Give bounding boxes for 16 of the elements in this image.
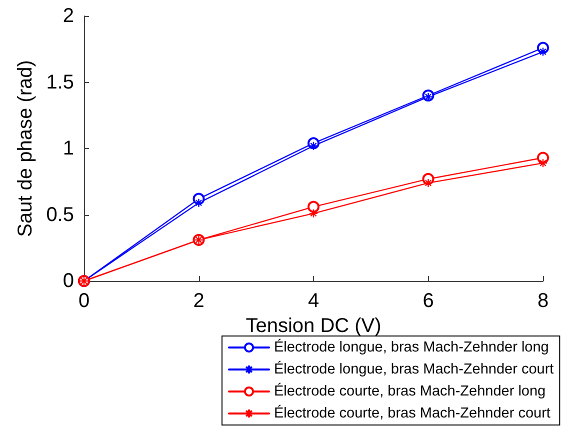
legend-label: Électrode courte, bras Mach-Zehnder court bbox=[274, 404, 550, 422]
y-tick-label: 0.5 bbox=[46, 204, 74, 226]
x-tick-label: 8 bbox=[537, 290, 549, 312]
y-tick-label: 2 bbox=[62, 5, 74, 27]
legend-label: Électrode longue, bras Mach-Zehnder court bbox=[274, 360, 554, 378]
x-axis-title: Tension DC (V) bbox=[246, 314, 382, 337]
y-tick-label: 1 bbox=[62, 138, 74, 160]
y-tick-label: 1.5 bbox=[46, 71, 74, 94]
x-tick-label: 2 bbox=[193, 290, 204, 312]
legend-label: Électrode longue, bras Mach-Zehnder long bbox=[274, 338, 549, 356]
x-tick-label: 6 bbox=[422, 290, 434, 312]
y-axis-title: Saut de phase (rad) bbox=[14, 60, 36, 237]
x-tick-label: 4 bbox=[308, 290, 320, 312]
legend-label: Électrode courte, bras Mach-Zehnder long bbox=[274, 382, 546, 400]
y-tick-label: 0 bbox=[62, 270, 74, 292]
x-tick-label: 0 bbox=[78, 290, 90, 312]
